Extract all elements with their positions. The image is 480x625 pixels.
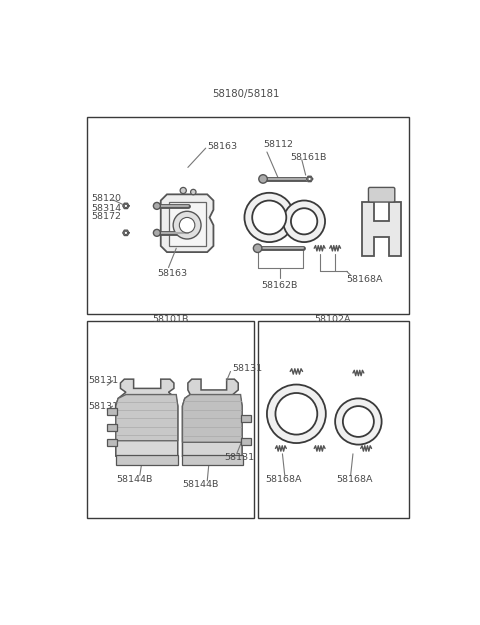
Text: 58168A: 58168A xyxy=(336,475,373,484)
Bar xyxy=(241,438,251,444)
Circle shape xyxy=(154,202,160,209)
Bar xyxy=(107,439,117,446)
Text: 58131: 58131 xyxy=(232,364,262,373)
Circle shape xyxy=(180,188,186,194)
Bar xyxy=(107,408,117,416)
Circle shape xyxy=(244,192,294,242)
Bar xyxy=(116,454,178,466)
Text: 58180/58181: 58180/58181 xyxy=(212,89,280,99)
Circle shape xyxy=(259,175,267,183)
Polygon shape xyxy=(116,379,178,456)
Polygon shape xyxy=(306,176,312,182)
Text: 58314: 58314 xyxy=(91,204,121,212)
Circle shape xyxy=(283,201,325,242)
Circle shape xyxy=(308,177,311,181)
Text: 58144B: 58144B xyxy=(182,480,219,489)
Circle shape xyxy=(191,189,196,195)
Bar xyxy=(182,454,243,464)
Bar xyxy=(241,414,251,421)
Circle shape xyxy=(124,204,128,208)
Text: 58144B: 58144B xyxy=(116,475,152,484)
Text: 58172: 58172 xyxy=(91,212,121,221)
Text: 58163: 58163 xyxy=(207,142,238,151)
Circle shape xyxy=(253,244,262,252)
Text: 58120: 58120 xyxy=(91,194,121,202)
Bar xyxy=(168,202,206,246)
Text: 58162B: 58162B xyxy=(262,281,298,290)
Circle shape xyxy=(335,398,382,444)
Text: 58168A: 58168A xyxy=(347,274,383,284)
Polygon shape xyxy=(182,379,242,456)
Circle shape xyxy=(154,229,160,236)
Text: 58168A: 58168A xyxy=(265,475,302,484)
Polygon shape xyxy=(116,394,178,441)
Polygon shape xyxy=(362,202,401,256)
Text: 58102A: 58102A xyxy=(314,314,351,324)
Bar xyxy=(87,118,409,314)
Polygon shape xyxy=(123,203,129,209)
Circle shape xyxy=(291,208,317,234)
Bar xyxy=(258,321,409,518)
FancyBboxPatch shape xyxy=(369,188,395,202)
Polygon shape xyxy=(123,230,129,236)
Text: 58131: 58131 xyxy=(224,453,254,462)
Text: 58101B: 58101B xyxy=(152,314,188,324)
Circle shape xyxy=(267,384,326,443)
Circle shape xyxy=(252,201,286,234)
Text: 58161B: 58161B xyxy=(290,153,326,162)
Bar xyxy=(107,424,117,431)
Circle shape xyxy=(343,406,374,437)
Text: 58131: 58131 xyxy=(89,376,119,385)
Circle shape xyxy=(124,231,128,234)
Text: 58131: 58131 xyxy=(89,402,119,411)
Polygon shape xyxy=(182,394,242,442)
Circle shape xyxy=(180,217,195,233)
Polygon shape xyxy=(161,194,214,252)
Circle shape xyxy=(173,211,201,239)
Bar xyxy=(87,321,254,518)
Text: 58163: 58163 xyxy=(157,269,187,278)
Circle shape xyxy=(276,393,317,434)
Text: 58112: 58112 xyxy=(263,140,293,149)
